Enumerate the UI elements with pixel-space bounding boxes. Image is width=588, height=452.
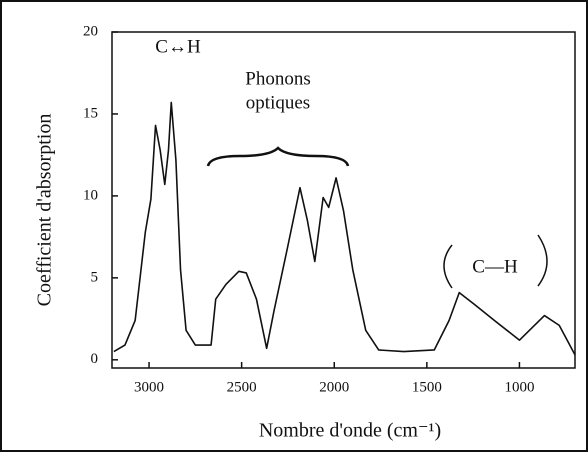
annotation: C↔H [155, 36, 201, 57]
annotation: Phonons [245, 68, 310, 89]
x-tick-label: 2000 [319, 379, 349, 395]
x-tick-label: 1000 [504, 379, 534, 395]
arrow [537, 234, 548, 287]
annotation: C—H [472, 256, 518, 277]
y-tick-label: 15 [83, 105, 98, 121]
x-tick-label: 1500 [412, 379, 442, 395]
brace [206, 146, 350, 167]
x-tick-label: 3000 [134, 379, 164, 395]
annotation: optiques [246, 92, 310, 113]
arrow [443, 244, 453, 289]
x-axis-label: Nombre d'onde (cm⁻¹) [259, 420, 441, 442]
y-tick-label: 5 [91, 269, 99, 285]
plot-area [111, 31, 576, 369]
y-tick-label: 20 [83, 23, 98, 39]
y-tick-label: 0 [91, 351, 99, 367]
y-axis-label: Coefficient d'absorption [34, 114, 56, 307]
y-tick-label: 10 [83, 187, 98, 203]
data-line [113, 101, 576, 356]
x-tick-label: 2500 [227, 379, 257, 395]
